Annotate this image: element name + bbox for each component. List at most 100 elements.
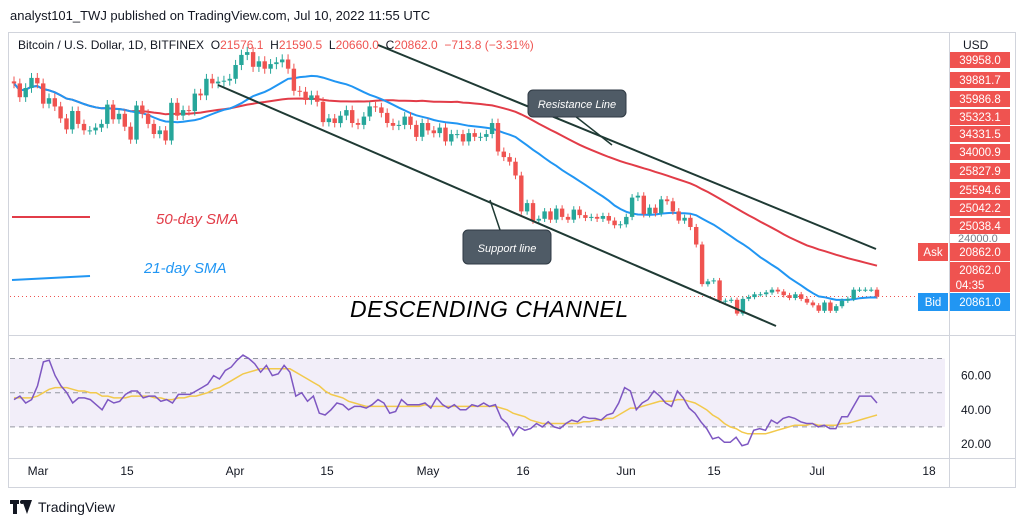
candle-body	[682, 217, 687, 221]
candle-body	[577, 209, 582, 216]
sma21-line	[13, 74, 878, 301]
ask-value-tag	[950, 243, 1010, 261]
candle-body	[449, 134, 454, 142]
candle-body	[280, 59, 285, 63]
price-scale-tag	[950, 52, 1010, 68]
candle-body	[624, 216, 629, 225]
candle-body	[565, 216, 571, 220]
sma21-legend-swatch	[11, 275, 91, 281]
candle-body	[256, 61, 262, 67]
candle-body	[245, 52, 250, 55]
candle-body	[81, 123, 87, 131]
candle-body	[834, 306, 839, 311]
candle-body	[705, 281, 711, 285]
candle-body	[70, 111, 75, 130]
sma50-line	[13, 82, 878, 267]
price-scale-tag	[950, 144, 1010, 160]
candle-body	[297, 90, 302, 92]
candle-body	[495, 123, 501, 152]
candle-body	[612, 220, 617, 226]
channel-label: DESCENDING CHANNEL	[350, 296, 629, 322]
candle-body	[303, 91, 308, 100]
bid-tag-label: Bid	[925, 297, 942, 309]
candle-body	[869, 289, 874, 291]
ask-tag	[918, 243, 948, 261]
time-axis-label: 15	[320, 464, 334, 478]
candle-body	[192, 93, 197, 112]
candle-body	[524, 203, 530, 212]
tradingview-logo-icon	[10, 500, 32, 514]
candle-body	[746, 297, 751, 299]
price-scale-label: 35323.1	[959, 112, 1001, 124]
support-trendline	[217, 84, 777, 327]
candle-body	[606, 216, 611, 221]
candle-body	[163, 130, 168, 141]
candle-body	[250, 52, 256, 67]
rsi-line	[13, 354, 878, 447]
candle-body	[670, 201, 676, 212]
sma50-legend-label: 50-day SMA	[156, 211, 239, 228]
candle-body	[810, 302, 816, 306]
candle-body	[799, 294, 804, 299]
candle-body	[530, 203, 536, 221]
candle-body	[437, 127, 442, 134]
footer: TradingView	[10, 497, 115, 517]
candle-body	[17, 83, 22, 98]
candle-body	[169, 102, 174, 141]
candle-body	[186, 110, 192, 112]
legend-low-label: L	[328, 38, 336, 52]
candle-body	[641, 195, 646, 215]
price-scale-tag	[950, 126, 1010, 142]
candle-body	[379, 107, 384, 113]
candle-body	[460, 134, 466, 142]
candle-body	[157, 130, 162, 135]
price-scale-tag	[950, 72, 1010, 88]
candle-body	[355, 123, 361, 125]
symbol-legend: Bitcoin / U.S. Dollar, 1D, BITFINEX O 215…	[18, 38, 534, 52]
candle-body	[52, 98, 57, 107]
candle-body	[41, 83, 46, 104]
candle-body	[373, 106, 378, 108]
candle-body	[320, 101, 326, 123]
time-axis-label: 18	[922, 464, 936, 478]
candle-body	[309, 95, 314, 100]
candle-body	[262, 61, 267, 69]
candle-body	[659, 199, 664, 214]
candle-body	[215, 81, 221, 84]
legend-close-label: C	[385, 38, 395, 52]
candle-body	[75, 111, 81, 124]
candle-body	[315, 95, 320, 102]
price-scale-tag	[950, 182, 1010, 198]
candle-body	[484, 134, 489, 137]
candle-body	[122, 113, 127, 127]
candle-body	[110, 104, 116, 120]
candle-body	[507, 157, 512, 162]
ask-tag-label: Ask	[923, 247, 942, 259]
candle-body	[268, 64, 273, 69]
legend-close: 20862.0	[394, 38, 438, 52]
candle-body	[443, 127, 448, 142]
candle-body	[408, 116, 413, 125]
price-scale-label: 25827.9	[959, 166, 1001, 178]
support-callout-pointer	[489, 199, 501, 231]
time-axis-label: Jun	[616, 464, 635, 478]
candle-body	[600, 216, 606, 219]
time-axis-label: Apr	[226, 464, 245, 478]
candle-body	[752, 294, 757, 298]
countdown-timer: 04:35	[956, 280, 985, 292]
candle-body	[466, 133, 471, 142]
candle-body	[635, 195, 641, 198]
candle-body	[93, 127, 98, 131]
candle-body	[204, 78, 209, 96]
resistance-callout-pointer	[574, 115, 613, 146]
candle-body	[723, 300, 728, 302]
bid-value: 20861.0	[959, 297, 1001, 309]
candle-body	[332, 118, 337, 123]
legend-open-label: O	[210, 38, 221, 52]
candle-body	[594, 216, 600, 219]
currency-label: USD	[963, 38, 989, 52]
candle-body	[23, 88, 28, 98]
price-scale-tag	[950, 163, 1010, 179]
price-scale-label: 34000.9	[959, 147, 1001, 159]
